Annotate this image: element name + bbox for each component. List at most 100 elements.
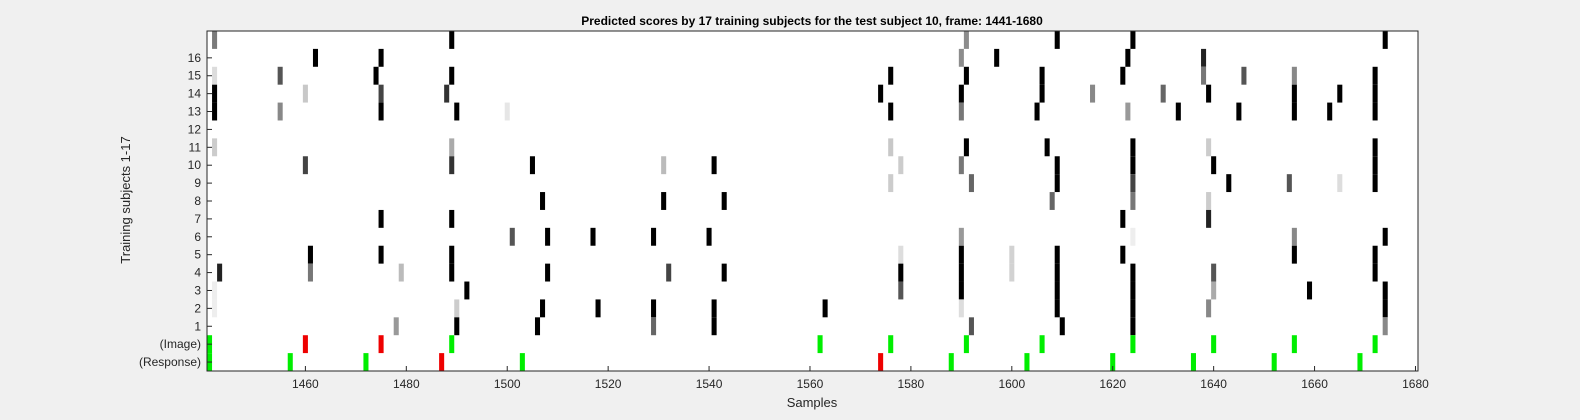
heatmap-cell xyxy=(449,209,455,228)
heatmap-cell xyxy=(1291,84,1297,103)
y-tick-label: 12 xyxy=(188,122,202,136)
heatmap-cell xyxy=(1211,156,1217,175)
heatmap-cell xyxy=(449,156,455,175)
heatmap-cell xyxy=(711,317,717,336)
heatmap-cell xyxy=(540,299,546,318)
heatmap-cell xyxy=(1039,66,1045,85)
heatmap-cell xyxy=(1226,174,1232,193)
heatmap-cell xyxy=(1372,66,1378,85)
heatmap-cell xyxy=(1337,174,1343,193)
heatmap-cell xyxy=(1271,353,1277,371)
heatmap-cell xyxy=(312,48,319,67)
heatmap-cell xyxy=(519,353,525,371)
heatmap-cell xyxy=(963,138,969,157)
heatmap-cell xyxy=(534,317,541,336)
heatmap-cell xyxy=(449,31,455,49)
heatmap-cell xyxy=(449,335,455,354)
heatmap-cell xyxy=(1372,174,1378,193)
heatmap-cell xyxy=(1382,317,1388,336)
heatmap-cell xyxy=(545,227,551,246)
heatmap-cell xyxy=(963,66,969,85)
heatmap-cell xyxy=(721,192,727,210)
heatmap-cell xyxy=(1206,192,1212,210)
heatmap-cell xyxy=(595,299,601,318)
heatmap-cell xyxy=(449,263,455,282)
heatmap-cell xyxy=(994,48,1000,67)
heatmap-cell xyxy=(378,209,384,228)
x-tick-label: 1480 xyxy=(393,377,420,391)
heatmap-cell xyxy=(963,335,969,354)
heatmap-cell xyxy=(822,299,828,318)
heatmap-cell xyxy=(1130,174,1136,193)
heatmap-cell xyxy=(378,245,384,264)
heatmap-cell xyxy=(651,299,657,318)
heatmap-cell xyxy=(1130,192,1136,210)
heatmap-cell xyxy=(1206,138,1212,157)
x-tick-label: 1540 xyxy=(696,377,723,391)
heatmap-cell xyxy=(378,48,384,67)
heatmap-cell xyxy=(1327,102,1333,121)
heatmap-cell xyxy=(1382,31,1388,49)
heatmap-cell xyxy=(958,263,964,282)
heatmap-cell xyxy=(1130,317,1136,336)
heatmap-cell xyxy=(1009,263,1015,282)
heatmap-cell xyxy=(1049,192,1055,210)
heatmap-cell xyxy=(212,84,218,103)
y-tick-label: 15 xyxy=(188,69,202,83)
heatmap-cell xyxy=(878,84,884,103)
heatmap-cell xyxy=(444,84,450,103)
heatmap-cell xyxy=(398,263,404,282)
heatmap-cell xyxy=(1054,156,1060,175)
heatmap-cell xyxy=(1039,84,1045,103)
heatmap-cell xyxy=(1160,84,1166,103)
y-tick-label: 1 xyxy=(194,319,201,333)
heatmap-cell xyxy=(958,299,964,318)
heatmap-cell xyxy=(1382,299,1388,318)
x-tick-label: 1580 xyxy=(898,377,925,391)
heatmap-cell xyxy=(590,227,596,246)
x-tick-label: 1640 xyxy=(1200,377,1227,391)
heatmap-cell xyxy=(1206,299,1212,318)
heatmap-cell xyxy=(212,102,218,121)
heatmap-cell xyxy=(464,281,470,300)
y-tick-label: 9 xyxy=(194,176,201,190)
heatmap-cell xyxy=(1130,156,1136,175)
heatmap-cell xyxy=(454,102,460,121)
heatmap-cell xyxy=(212,138,218,157)
heatmap-cell xyxy=(1372,263,1378,282)
heatmap-cell xyxy=(1120,66,1126,85)
heatmap-cell xyxy=(1034,102,1040,121)
heatmap-cell xyxy=(212,66,218,85)
heatmap-cell xyxy=(651,317,657,336)
heatmap-cell xyxy=(1190,353,1196,371)
y-tick-label: 4 xyxy=(194,266,201,280)
heatmap-cell xyxy=(378,84,384,103)
heatmap-cell xyxy=(1054,245,1060,264)
heatmap-cell xyxy=(1206,209,1212,228)
heatmap-cell xyxy=(1130,227,1136,246)
heatmap-cell xyxy=(1291,66,1297,85)
heatmap-cell xyxy=(454,299,460,318)
heatmap-cell xyxy=(504,102,510,121)
heatmap-cells xyxy=(207,31,1388,371)
x-tick-label: 1500 xyxy=(494,377,521,391)
heatmap-cell xyxy=(888,66,894,85)
heatmap-cell xyxy=(1201,66,1207,85)
heatmap-cell xyxy=(1054,299,1060,318)
y-tick-label: 13 xyxy=(188,105,202,119)
heatmap-cell xyxy=(1357,353,1363,371)
heatmap-cell xyxy=(1291,102,1297,121)
heatmap-cell xyxy=(277,66,283,85)
heatmap-cell xyxy=(666,263,672,282)
heatmap-cell xyxy=(958,48,964,67)
heatmap-cell xyxy=(1372,335,1378,354)
x-tick-label: 1620 xyxy=(1099,377,1126,391)
x-tick-label: 1660 xyxy=(1301,377,1328,391)
y-tick-label: 11 xyxy=(189,140,202,154)
heatmap-cell xyxy=(711,156,717,175)
x-tick-label: 1600 xyxy=(998,377,1025,391)
heatmap-cell xyxy=(439,353,445,371)
heatmap-cell xyxy=(1024,353,1030,371)
heatmap-cell xyxy=(212,31,218,49)
heatmap-cell xyxy=(888,174,894,193)
